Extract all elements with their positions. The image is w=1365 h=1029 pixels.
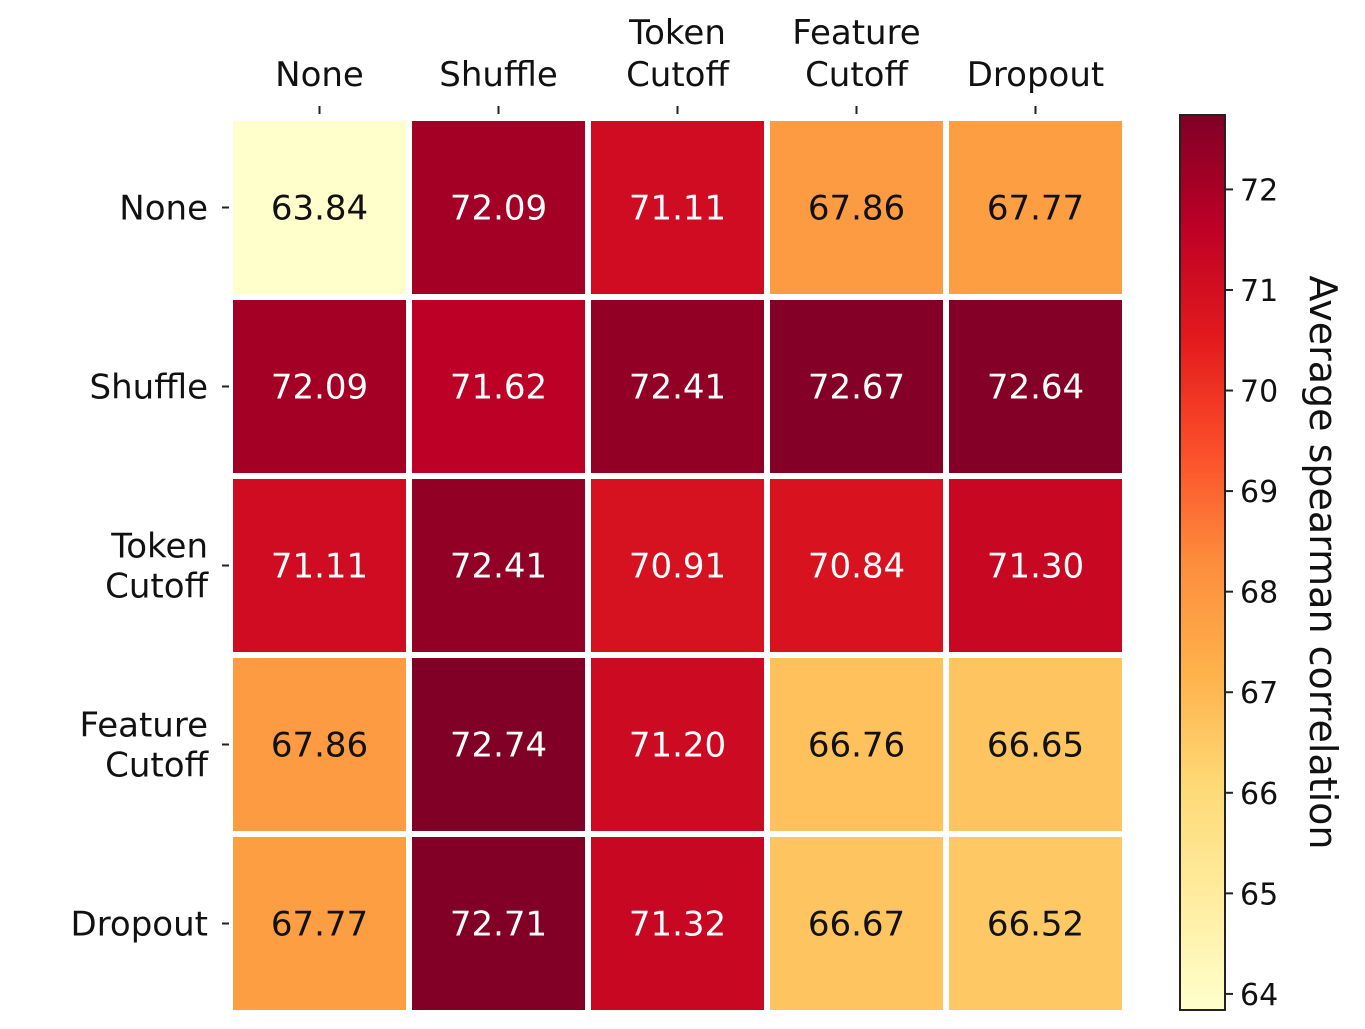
cell-value-label: 70.84 xyxy=(808,547,905,587)
heatmap-cell xyxy=(591,658,764,831)
y-tick-label: None xyxy=(119,189,208,229)
x-tick-label: Dropout xyxy=(967,55,1104,95)
heatmap-cell xyxy=(412,658,585,831)
cell-value-label: 67.86 xyxy=(808,189,905,229)
heatmap-cell xyxy=(949,479,1122,652)
cell-value-label: 66.67 xyxy=(808,905,905,945)
heatmap-cell xyxy=(233,300,406,473)
colorbar-tick-label: 68 xyxy=(1240,576,1278,611)
colorbar-label: Average spearman correlation xyxy=(1301,275,1345,849)
colorbar-tick-label: 69 xyxy=(1240,475,1278,510)
colorbar-tick-label: 71 xyxy=(1240,274,1278,309)
colorbar-tick-label: 70 xyxy=(1240,375,1278,410)
colorbar-ticks: 64 65 66 67 68 69 70 71 72 xyxy=(1225,173,1278,1013)
heatmap-cell xyxy=(412,837,585,1010)
colorbar-tick-label: 64 xyxy=(1240,978,1278,1013)
cell-value-label: 66.65 xyxy=(987,726,1084,766)
cell-value-label: 71.11 xyxy=(629,189,726,229)
heatmap-cell xyxy=(770,121,943,294)
x-tick-label: Shuffle xyxy=(439,55,557,95)
cell-value-label: 66.52 xyxy=(987,905,1084,945)
x-tick-label: Feature xyxy=(792,13,920,53)
x-tick-label: Cutoff xyxy=(626,55,730,95)
cell-value-label: 72.09 xyxy=(271,368,368,408)
cell-value-label: 72.09 xyxy=(450,189,547,229)
cell-value-label: 72.64 xyxy=(987,368,1084,408)
y-axis: NoneShuffleTokenCutoffFeatureCutoffDropo… xyxy=(71,189,229,945)
y-tick-label: Shuffle xyxy=(90,368,208,408)
cell-value-label: 67.77 xyxy=(987,189,1084,229)
heatmap-cell xyxy=(591,300,764,473)
x-tick-label: Cutoff xyxy=(805,55,909,95)
colorbar: 64 65 66 67 68 69 70 71 72 Average spearman corr… xyxy=(1179,114,1345,1013)
heatmap-cell xyxy=(770,479,943,652)
colorbar-tick-label: 67 xyxy=(1240,676,1278,711)
heatmap-cell xyxy=(949,658,1122,831)
cell-value-label: 72.67 xyxy=(808,368,905,408)
heatmap-cell xyxy=(233,658,406,831)
heatmap-cell xyxy=(591,479,764,652)
heatmap-cell xyxy=(233,121,406,294)
y-tick-label: Cutoff xyxy=(105,567,209,607)
heatmap-cell xyxy=(770,837,943,1010)
cell-value-label: 66.76 xyxy=(808,726,905,766)
heatmap-cells: 63.84 72.09 71.11 67.86 67.77 72.09 71.62 72.41… xyxy=(233,121,1122,1010)
cell-value-label: 63.84 xyxy=(271,189,368,229)
colorbar-tick-label: 66 xyxy=(1240,777,1278,812)
y-tick-label: Dropout xyxy=(71,905,208,945)
heatmap-cell xyxy=(591,837,764,1010)
heatmap-cell xyxy=(591,121,764,294)
heatmap-cell xyxy=(412,479,585,652)
y-tick-label: Feature xyxy=(80,706,208,746)
x-tick-label: Token xyxy=(628,13,726,53)
heatmap-cell xyxy=(770,300,943,473)
cell-value-label: 72.41 xyxy=(629,368,726,408)
heatmap-cell xyxy=(949,837,1122,1010)
cell-value-label: 72.71 xyxy=(450,905,547,945)
cell-value-label: 70.91 xyxy=(629,547,726,587)
y-tick-label: Token xyxy=(110,527,208,567)
heatmap-cell xyxy=(949,300,1122,473)
cell-value-label: 71.30 xyxy=(987,547,1084,587)
cell-value-label: 67.86 xyxy=(271,726,368,766)
cell-value-label: 71.32 xyxy=(629,905,726,945)
heatmap-cell xyxy=(949,121,1122,294)
cell-value-label: 71.20 xyxy=(629,726,726,766)
x-tick-label: None xyxy=(275,55,364,95)
cell-value-label: 72.74 xyxy=(450,726,547,766)
cell-value-label: 67.77 xyxy=(271,905,368,945)
heatmap-cell xyxy=(233,479,406,652)
heatmap-cell xyxy=(233,837,406,1010)
cell-value-label: 72.41 xyxy=(450,547,547,587)
heatmap-cell xyxy=(412,300,585,473)
colorbar-gradient xyxy=(1179,114,1226,1011)
cell-value-label: 71.11 xyxy=(271,547,368,587)
colorbar-tick-label: 65 xyxy=(1240,877,1278,912)
cell-value-label: 71.62 xyxy=(450,368,547,408)
heatmap-cell xyxy=(770,658,943,831)
colorbar-tick-label: 72 xyxy=(1240,173,1278,208)
heatmap-cell xyxy=(412,121,585,294)
y-tick-label: Cutoff xyxy=(105,746,209,786)
